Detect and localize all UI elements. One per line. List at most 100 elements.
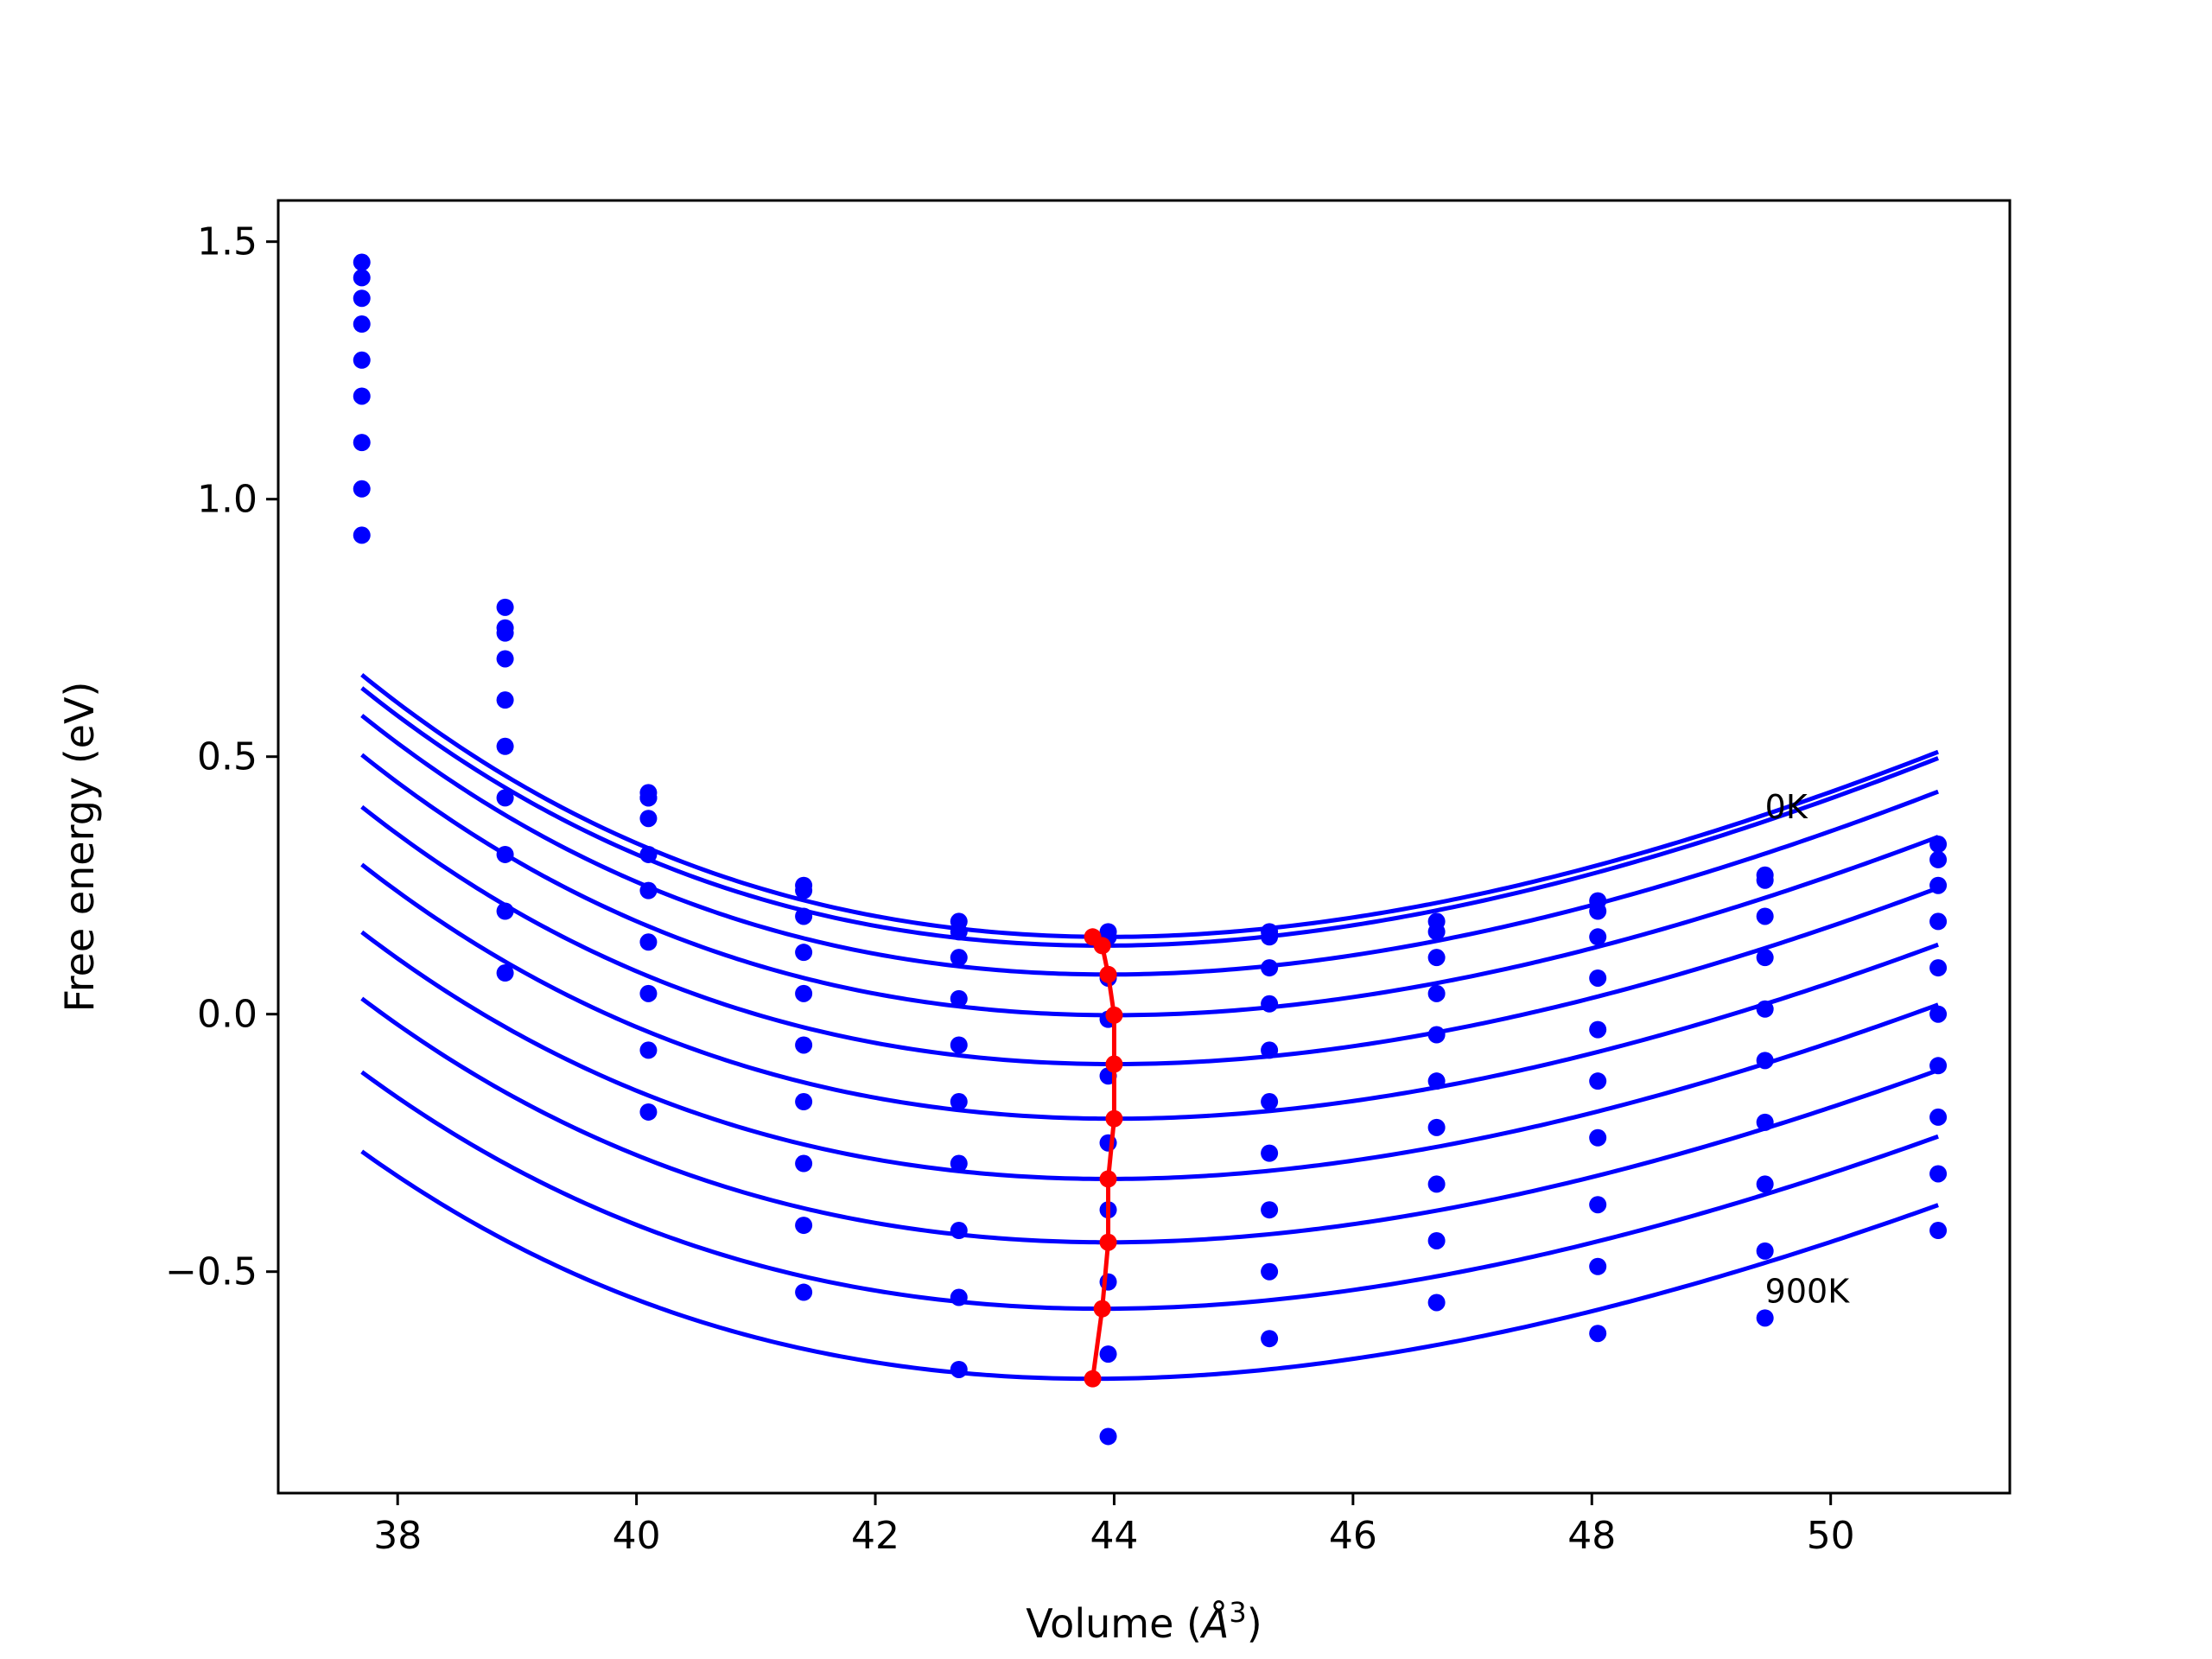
data-point-700K [1589, 1196, 1607, 1214]
data-point-800K [1589, 1257, 1607, 1275]
data-point-500K [639, 881, 658, 899]
y-tick-label: 0.5 [197, 735, 257, 779]
data-point-800K [1261, 1262, 1279, 1281]
data-point-700K [1427, 1175, 1446, 1193]
data-point-200K [795, 907, 813, 925]
minimum-point [1099, 965, 1117, 983]
data-point-800K [1099, 1345, 1117, 1363]
data-point-700K [496, 845, 514, 863]
data-point-400K [639, 845, 658, 863]
data-point-900K [1427, 1294, 1446, 1312]
minimum-path-layer [1084, 928, 1123, 1388]
x-tick-label: 48 [1567, 1514, 1616, 1558]
data-point-800K [950, 1288, 968, 1306]
data-point-600K [795, 1093, 813, 1111]
data-point-900K [1929, 1222, 1948, 1240]
data-point-400K [795, 984, 813, 1002]
data-point-900K [496, 964, 514, 982]
data-point-300K [1261, 995, 1279, 1013]
data-point-900K [1589, 1325, 1607, 1343]
minimum-point [1105, 1109, 1123, 1128]
data-point-700K [1261, 1201, 1279, 1219]
data-point-500K [496, 737, 514, 755]
data-point-500K [353, 387, 371, 405]
data-point-200K [950, 949, 968, 967]
data-point-300K [353, 315, 371, 334]
data-point-600K [1261, 1144, 1279, 1162]
data-point-200K [1589, 928, 1607, 946]
data-point-800K [639, 1041, 658, 1059]
data-point-300K [639, 810, 658, 828]
data-point-500K [1427, 1072, 1446, 1090]
data-point-100K [1756, 871, 1774, 889]
minimum-point [1093, 1300, 1111, 1318]
data-point-400K [353, 351, 371, 369]
x-tick-label: 40 [613, 1514, 661, 1558]
data-point-300K [950, 989, 968, 1007]
data-point-200K [1756, 907, 1774, 925]
data-point-0K [353, 253, 371, 271]
data-point-600K [496, 789, 514, 807]
data-point-300K [1589, 969, 1607, 987]
data-point-900K [639, 1103, 658, 1121]
data-point-200K [496, 624, 514, 642]
data-point-100K [1261, 928, 1279, 946]
data-point-600K [950, 1154, 968, 1173]
data-point-700K [353, 480, 371, 498]
data-point-800K [1929, 1165, 1948, 1183]
data-point-600K [1929, 1057, 1948, 1075]
plot-frame [276, 199, 2012, 1495]
data-point-700K [795, 1154, 813, 1173]
x-tick-label: 42 [851, 1514, 899, 1558]
data-point-500K [1929, 1005, 1948, 1023]
minimum-point [1093, 937, 1111, 955]
x-axis-label: Volume (Å3) [1026, 1596, 1262, 1647]
data-point-400K [1589, 1020, 1607, 1039]
x-tick-label: 38 [373, 1514, 422, 1558]
fit-curve-200K [360, 714, 1939, 977]
data-point-200K [1427, 949, 1446, 967]
annotation-label: 900K [1765, 1272, 1851, 1310]
data-point-200K [1929, 876, 1948, 894]
data-point-300K [1756, 949, 1774, 967]
minimum-point [1105, 1006, 1123, 1024]
data-point-100K [353, 269, 371, 287]
data-point-900K [950, 1360, 968, 1378]
data-point-800K [795, 1217, 813, 1235]
data-point-200K [1261, 959, 1279, 977]
data-point-400K [496, 691, 514, 709]
data-point-100K [1929, 850, 1948, 868]
data-point-400K [950, 1036, 968, 1054]
data-point-700K [1929, 1108, 1948, 1126]
fit-curve-700K [360, 996, 1939, 1245]
data-point-600K [639, 933, 658, 951]
data-point-100K [795, 881, 813, 899]
fit-curve-500K [360, 862, 1939, 1122]
y-tick-label: 1.0 [197, 478, 257, 522]
fit-curve-600K [360, 930, 1939, 1181]
data-point-100K [1427, 923, 1446, 941]
data-point-600K [1756, 1113, 1774, 1131]
data-point-200K [353, 289, 371, 308]
data-point-400K [1427, 1026, 1446, 1044]
data-point-600K [1427, 1118, 1446, 1136]
data-point-100K [950, 923, 968, 941]
minimum-point [1099, 1233, 1117, 1251]
data-point-100K [1589, 902, 1607, 920]
data-point-700K [950, 1222, 968, 1240]
data-points-layer [353, 253, 1948, 1446]
data-point-0K [496, 598, 514, 616]
minimum-point [1105, 1055, 1123, 1073]
y-tick-label: 0.0 [197, 993, 257, 1037]
minimum-path-line [1090, 935, 1116, 1380]
y-axis: −0.5 0.0 0.5 1.0 1.5 [165, 220, 278, 1294]
data-point-800K [496, 902, 514, 920]
x-tick-label: 44 [1090, 1514, 1138, 1558]
data-point-500K [950, 1093, 968, 1111]
data-point-300K [795, 944, 813, 962]
data-point-900K [1756, 1309, 1774, 1327]
data-point-300K [1427, 984, 1446, 1002]
data-point-400K [1261, 1041, 1279, 1059]
fit-curve-0K [360, 673, 1939, 939]
